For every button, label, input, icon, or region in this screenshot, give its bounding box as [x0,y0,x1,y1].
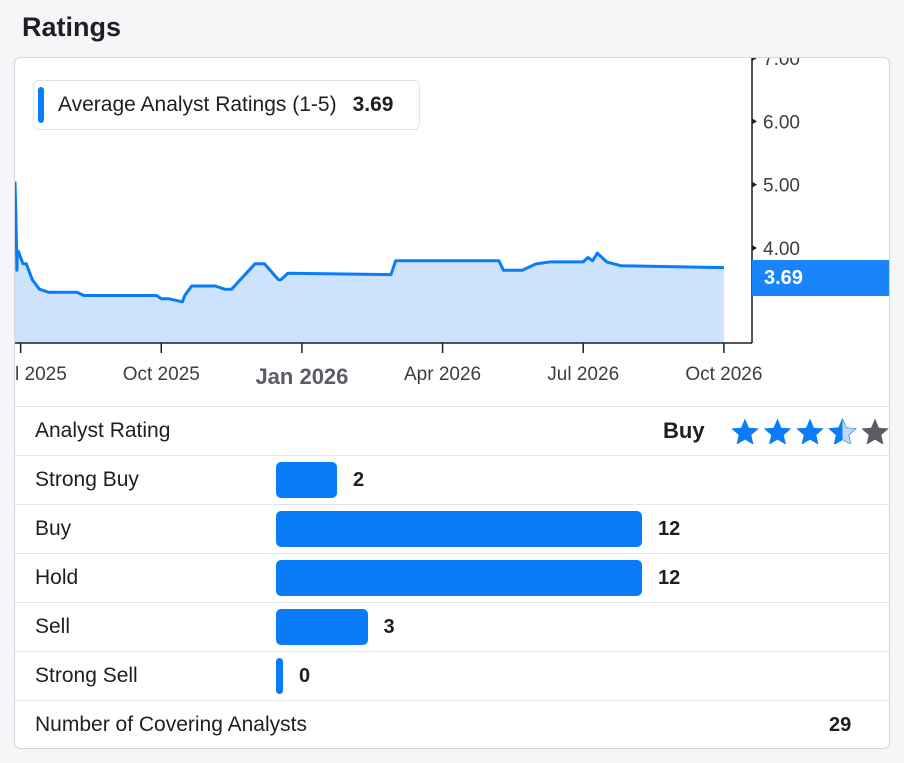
distribution-count: 3 [383,616,395,638]
x-tick-label: Jul 2026 [547,364,619,385]
star-icon [731,418,759,444]
y-tick-mark [752,181,757,188]
distribution-bar [276,511,642,547]
distribution-label: Sell [35,615,71,638]
distribution-count: 12 [658,567,681,589]
covering-analysts-label: Number of Covering Analysts [35,713,307,736]
legend-swatch [38,87,44,123]
analyst-rating-value: Buy [663,418,705,443]
covering-analysts-count: 29 [829,714,852,736]
distribution-count: 12 [658,518,681,540]
distribution-bar [276,462,337,498]
distribution-row-hold: Hold 12 [15,553,889,602]
rating-series-line [15,181,724,304]
star-icon [796,418,824,444]
star-icon [828,418,857,444]
y-tick-label: 6.00 [763,112,800,133]
analyst-rating-row: Analyst Rating Buy [15,406,889,455]
distribution-label: Strong Sell [35,664,138,687]
distribution-bar [276,658,283,694]
x-tick-label: Oct 2025 [123,364,200,385]
distribution-row-sell: Sell 3 [15,602,889,651]
chart-legend: Average Analyst Ratings (1-5) 3.69 [33,80,421,130]
x-tick-label: Oct 2026 [685,364,762,385]
analyst-rating-label: Analyst Rating [35,419,171,442]
ratings-chart-svg: 7.00 6.00 5.00 4.00 l 2025 Oct 2025 Jan 2026 Ap… [15,58,800,389]
star-rating [731,418,889,444]
legend-value: 3.69 [352,93,394,116]
distribution-row-strong-sell: Strong Sell 0 [15,651,889,700]
rating-area-fill [15,181,724,343]
x-tick-label: Jan 2026 [255,364,348,389]
distribution-bar [276,560,642,596]
covering-analysts-row: Number of Covering Analysts 29 [15,700,889,748]
distribution-row-strong-buy: Strong Buy 2 [15,455,889,504]
ratings-chart: 7.00 6.00 5.00 4.00 l 2025 Oct 2025 Jan 2026 Ap… [15,58,889,406]
y-tick-label: 4.00 [763,239,800,260]
star-icon [861,418,889,444]
y-tick-mark [752,58,757,61]
legend-label: Average Analyst Ratings (1-5) [58,93,337,116]
section-title: Ratings [22,12,122,42]
ratings-table: Analyst Rating Buy Strong Buy 2 Buy 12 Hold 1… [15,406,889,748]
distribution-label: Hold [35,566,79,589]
y-tick-label: 5.00 [763,176,800,197]
x-tick-label: l 2025 [15,364,67,385]
last-value-badge: 3.69 [752,260,889,296]
y-tick-mark [752,245,757,251]
y-tick-label: 7.00 [763,58,800,70]
distribution-count: 0 [299,665,311,687]
x-tick-label: Apr 2026 [404,364,481,385]
distribution-label: Buy [35,517,72,540]
distribution-label: Strong Buy [35,468,139,491]
distribution-count: 2 [353,469,365,491]
y-tick-mark [752,118,757,125]
distribution-bar [276,609,368,645]
distribution-row-buy: Buy 12 [15,504,889,553]
ratings-card: 7.00 6.00 5.00 4.00 l 2025 Oct 2025 Jan 2026 Ap… [14,57,890,749]
star-icon [763,418,792,444]
